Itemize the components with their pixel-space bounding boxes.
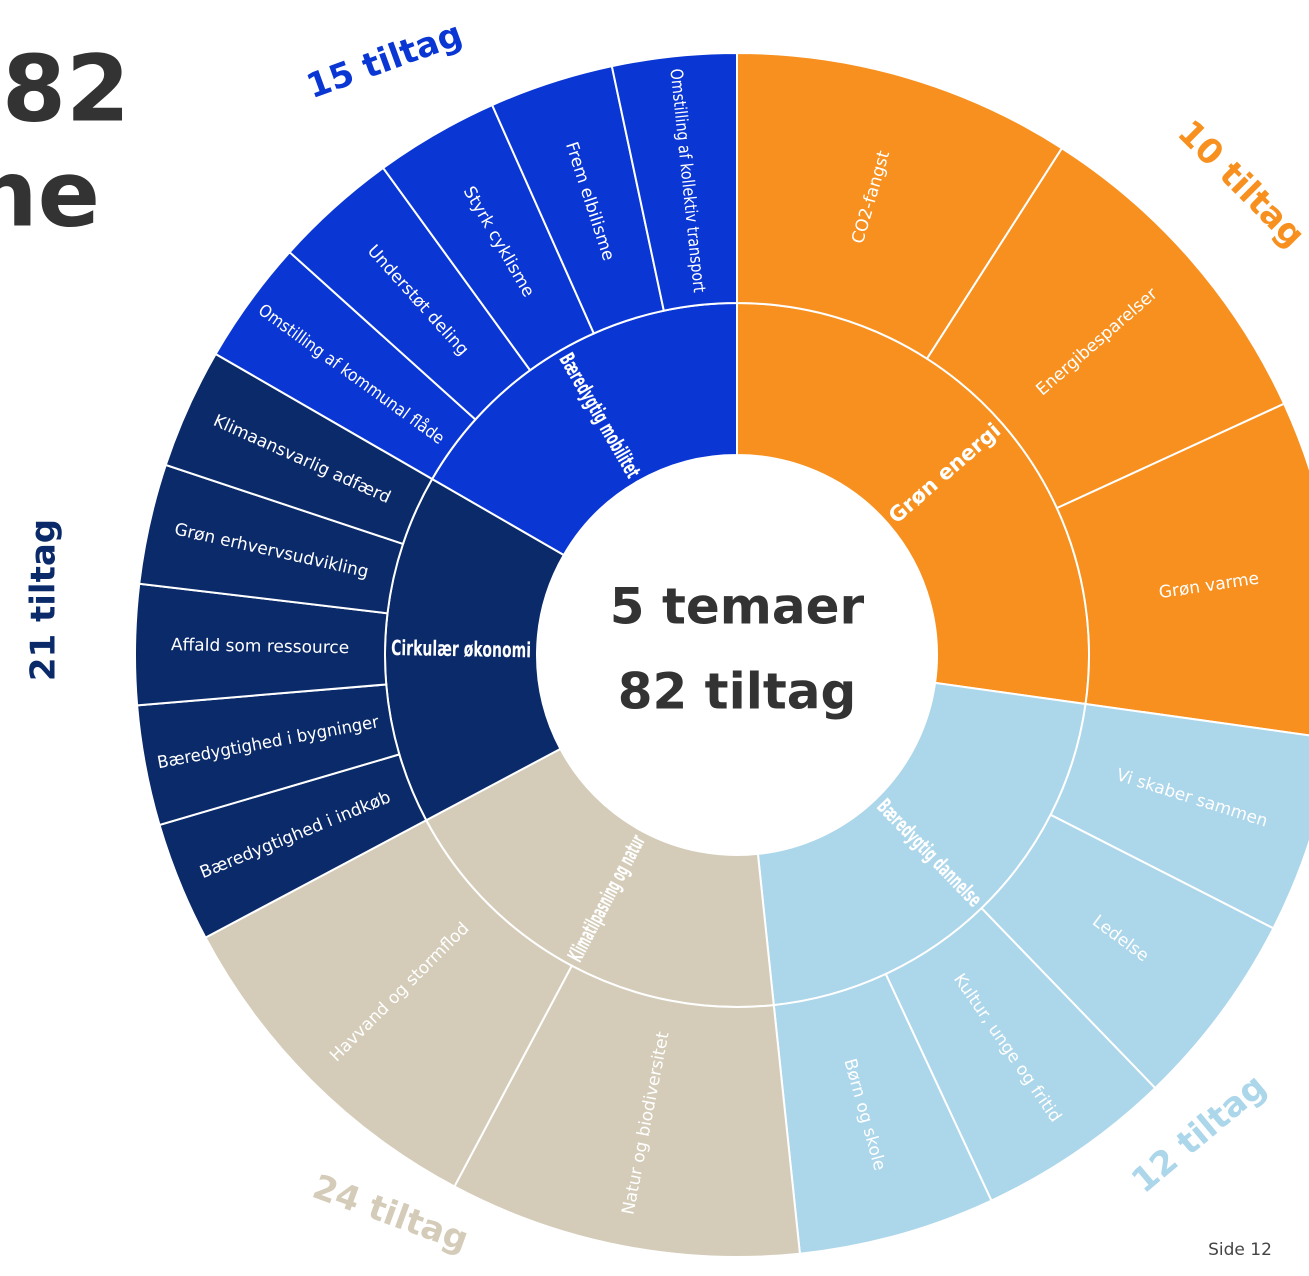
item-sector xyxy=(610,51,738,312)
center-text: 82 tiltag xyxy=(618,663,857,721)
center-text: 5 temaer xyxy=(610,578,865,636)
title-line: e 82 xyxy=(0,35,130,142)
title-line: ne xyxy=(0,140,100,247)
item-sector xyxy=(1055,402,1309,737)
theme-label: Cirkulær økonomi xyxy=(391,636,531,662)
page-number: Side 12 xyxy=(1208,1240,1272,1260)
count-label: 21 tiltag xyxy=(24,519,64,681)
count-label: 10 tiltag xyxy=(1170,112,1309,255)
item-label: Affald som ressource xyxy=(171,635,350,658)
count-label: 15 tiltag xyxy=(301,14,467,107)
center-circle xyxy=(539,457,935,853)
